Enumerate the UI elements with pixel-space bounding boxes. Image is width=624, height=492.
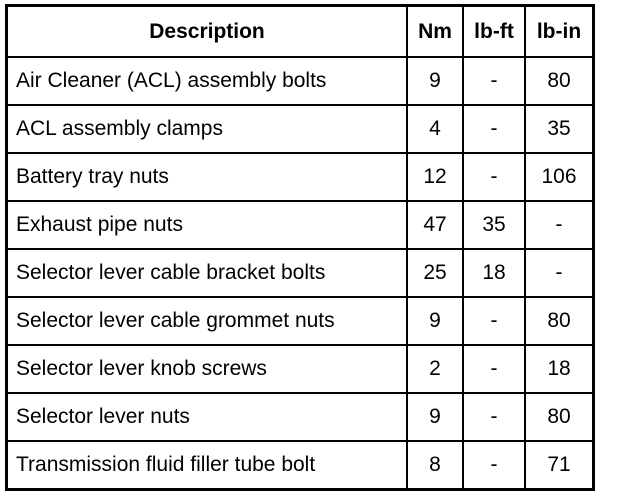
cell-lb-ft: 35 <box>462 200 526 250</box>
cell-nm: 9 <box>406 296 464 346</box>
cell-description: ACL assembly clamps <box>5 104 408 154</box>
cell-lb-in: 106 <box>524 152 595 202</box>
header-description: Description <box>5 4 408 58</box>
table-row: Battery tray nuts 12-106 <box>5 152 595 202</box>
cell-nm: 9 <box>406 392 464 442</box>
cell-nm: 2 <box>406 344 464 394</box>
table-row: Air Cleaner (ACL) assembly bolts 9-80 <box>5 56 595 106</box>
cell-lb-ft: - <box>462 344 526 394</box>
cell-nm: 8 <box>406 440 464 491</box>
cell-description: Selector lever cable grommet nuts <box>5 296 408 346</box>
cell-lb-in: 80 <box>524 296 595 346</box>
cell-lb-in: 80 <box>524 56 595 106</box>
table-row: ACL assembly clamps 4-35 <box>5 104 595 154</box>
cell-lb-in: 71 <box>524 440 595 491</box>
cell-description: Exhaust pipe nuts <box>5 200 408 250</box>
table-row: Transmission fluid filler tube bolt 8-71 <box>5 440 595 491</box>
cell-nm: 25 <box>406 248 464 298</box>
cell-lb-ft: 18 <box>462 248 526 298</box>
table-row: Selector lever nuts 9-80 <box>5 392 595 442</box>
header-row: Description Nm lb-ft lb-in <box>5 4 595 58</box>
cell-description: Battery tray nuts <box>5 152 408 202</box>
header-nm: Nm <box>406 4 464 58</box>
cell-lb-in: 18 <box>524 344 595 394</box>
cell-lb-ft: - <box>462 56 526 106</box>
cell-lb-ft: - <box>462 152 526 202</box>
header-lb-in: lb-in <box>524 4 595 58</box>
cell-description: Selector lever cable bracket bolts <box>5 248 408 298</box>
cell-nm: 9 <box>406 56 464 106</box>
cell-nm: 47 <box>406 200 464 250</box>
cell-description: Air Cleaner (ACL) assembly bolts <box>5 56 408 106</box>
cell-lb-ft: - <box>462 104 526 154</box>
cell-lb-ft: - <box>462 392 526 442</box>
cell-lb-in: 35 <box>524 104 595 154</box>
cell-lb-in: - <box>524 200 595 250</box>
table-row: Exhaust pipe nuts 47 35- <box>5 200 595 250</box>
cell-lb-in: 80 <box>524 392 595 442</box>
cell-description: Transmission fluid filler tube bolt <box>5 440 408 491</box>
cell-lb-ft: - <box>462 440 526 491</box>
cell-lb-ft: - <box>462 296 526 346</box>
cell-nm: 4 <box>406 104 464 154</box>
header-lb-ft: lb-ft <box>462 4 526 58</box>
cell-description: Selector lever nuts <box>5 392 408 442</box>
table-row: Selector lever cable grommet nuts 9-80 <box>5 296 595 346</box>
table-row: Selector lever cable bracket bolts 25 18- <box>5 248 595 298</box>
torque-spec-table: Description Nm lb-ft lb-in Air Cleaner (… <box>5 4 595 491</box>
table-row: Selector lever knob screws 2-18 <box>5 344 595 394</box>
cell-nm: 12 <box>406 152 464 202</box>
cell-lb-in: - <box>524 248 595 298</box>
cell-description: Selector lever knob screws <box>5 344 408 394</box>
